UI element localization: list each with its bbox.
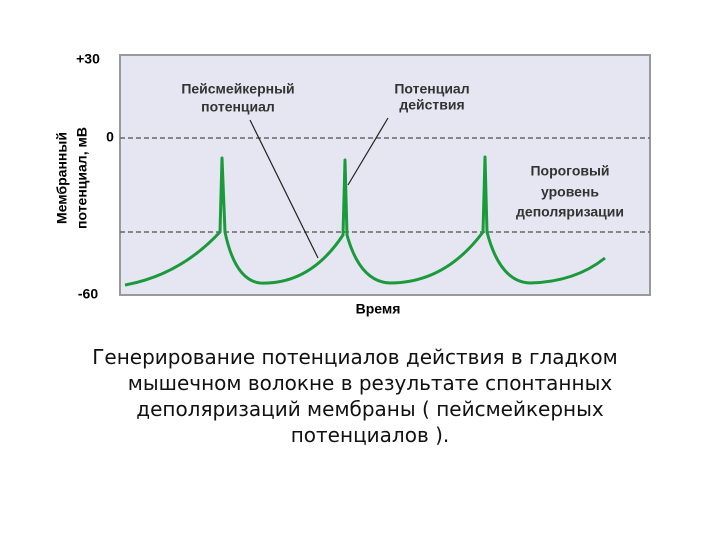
membrane-curve — [124, 155, 606, 287]
annotation: действия — [399, 97, 464, 113]
annotation: Пороговый — [530, 163, 609, 179]
x-axis-title: Время — [356, 301, 401, 317]
y-axis-title: потенциал, мВ — [74, 127, 90, 229]
annotation: Потенциал — [394, 81, 469, 97]
plot-area — [119, 54, 651, 296]
caption: Генерирование потенциалов действия в гла… — [92, 345, 618, 447]
annotation: уровень — [541, 184, 599, 200]
annotation: потенциал — [201, 99, 275, 115]
pointer — [249, 119, 319, 259]
annotation: Пейсмейкерный — [181, 81, 294, 97]
y-axis-title: Мембранный — [54, 132, 70, 224]
diagram: +30 0 -60 Мембранный потенциал, мВ Время… — [54, 51, 651, 317]
y-tick: -60 — [78, 286, 98, 302]
pointer — [347, 117, 389, 186]
y-tick: 0 — [106, 129, 114, 145]
annotation: деполяризации — [516, 204, 624, 220]
y-tick: +30 — [76, 51, 100, 67]
